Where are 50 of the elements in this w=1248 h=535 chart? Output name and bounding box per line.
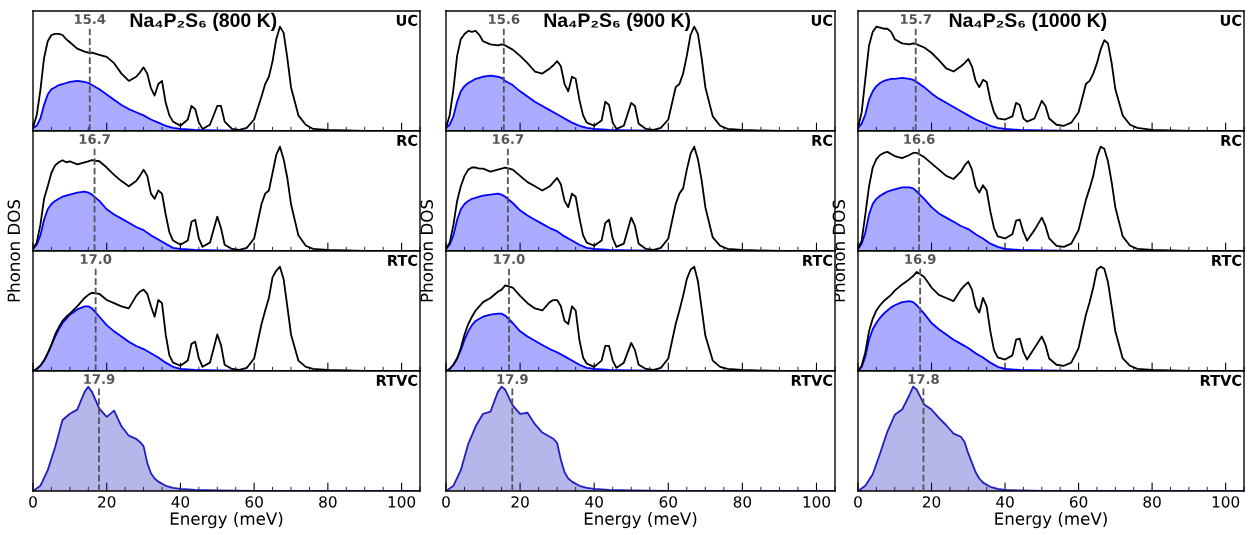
ref-line-label: 17.8 (908, 374, 939, 385)
text: RTC (1212, 254, 1242, 266)
text: RTVC (791, 374, 833, 386)
x-tick-label: 40 (996, 496, 1014, 508)
x-tick-label: 60 (1069, 496, 1088, 508)
ref-line-label: 16.9 (905, 254, 936, 265)
y-axis-title: Phonon DOS (420, 199, 434, 302)
ref-line-label: 17.0 (80, 254, 112, 265)
text: RC (397, 134, 418, 146)
text: UC (811, 14, 833, 26)
x-tick-label: 100 (388, 496, 416, 508)
text: RC (812, 134, 833, 146)
x-tick-label: 0 (854, 496, 862, 508)
x-tick-label: 40 (585, 496, 603, 508)
x-tick-label: 20 (98, 496, 116, 508)
ref-line-label: 17.9 (497, 374, 528, 385)
x-tick-label: 80 (1143, 496, 1161, 508)
x-axis-title: Energy (meV) (584, 512, 697, 529)
text: RTVC (376, 374, 418, 386)
x-tick-label: 40 (171, 496, 190, 508)
y-axis-title: Phonon DOS (7, 199, 21, 302)
chart-title: Na₄P₂S₆ (900 K) (544, 12, 691, 31)
ref-line-label: 17.9 (84, 374, 115, 385)
x-axis-title: Energy (meV) (170, 512, 283, 529)
ref-line-label: 15.4 (74, 14, 106, 25)
x-tick-label: 100 (803, 496, 831, 508)
ref-line-label: 16.6 (904, 134, 935, 145)
text: RC (1221, 134, 1242, 146)
x-tick-label: 60 (245, 496, 263, 508)
text: RTC (388, 254, 418, 266)
ref-line-label: 15.6 (489, 14, 520, 25)
ref-line-label: 15.7 (900, 14, 931, 25)
x-axis-title: Energy (meV) (995, 512, 1107, 529)
x-tick-label: 0 (29, 496, 37, 508)
x-tick-label: 20 (511, 496, 529, 508)
ref-line-label: 16.7 (493, 134, 524, 145)
chart-title: Na₄P₂S₆ (800 K) (130, 12, 277, 31)
text: RTC (803, 254, 833, 266)
x-tick-label: 60 (659, 496, 677, 508)
ref-line-label: 16.7 (79, 134, 110, 145)
x-tick-label: 80 (733, 496, 752, 508)
x-tick-label: 0 (442, 496, 450, 508)
x-tick-label: 100 (1212, 496, 1240, 508)
text: UC (1220, 14, 1242, 26)
ref-line-label: 17.0 (494, 254, 525, 265)
x-tick-label: 80 (319, 496, 337, 508)
chart-title: Na₄P₂S₆ (1000 K) (949, 12, 1107, 31)
x-tick-label: 20 (922, 496, 941, 508)
text: UC (396, 14, 418, 26)
text: RTVC (1200, 374, 1242, 386)
